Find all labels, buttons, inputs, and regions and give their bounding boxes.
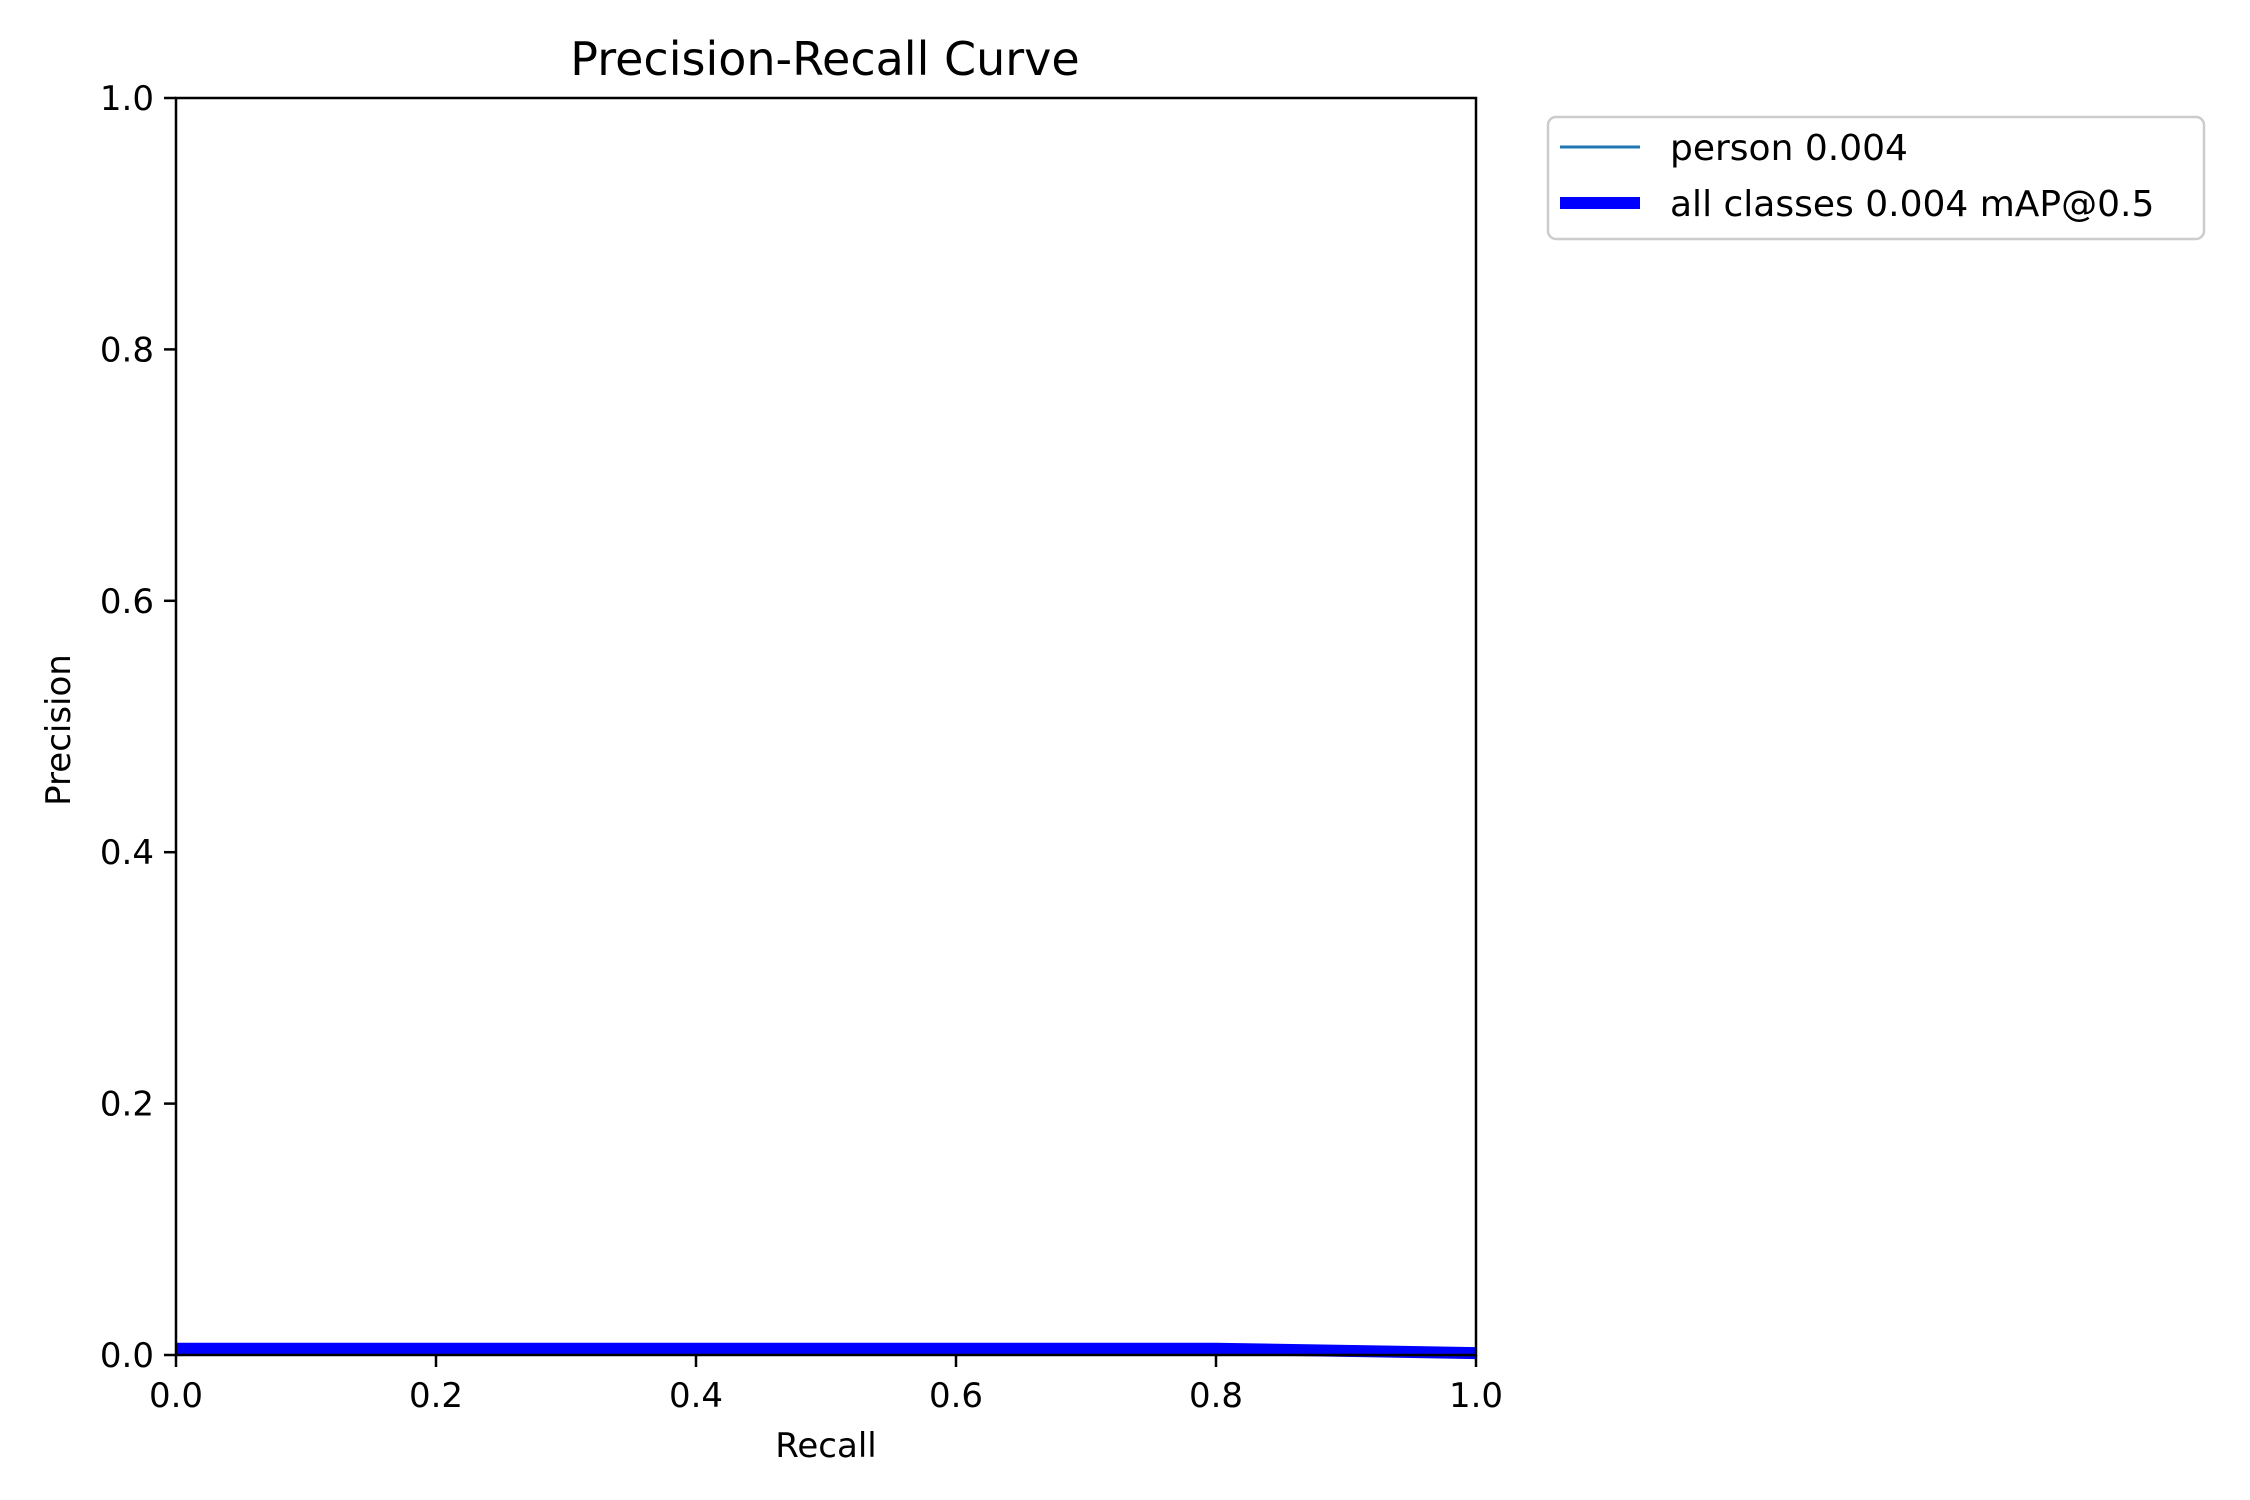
x-axis-label: Recall xyxy=(775,1426,876,1466)
series-line-all-classes xyxy=(176,1342,1477,1360)
y-axis: 0.0 0.2 0.4 0.6 0.8 1.0 xyxy=(100,79,176,1376)
x-tick-label: 0.2 xyxy=(409,1376,463,1416)
x-tick-label: 0.0 xyxy=(149,1376,203,1416)
series-layer xyxy=(176,1342,1477,1360)
legend-label: person 0.004 xyxy=(1670,128,1908,169)
x-axis: 0.0 0.2 0.4 0.6 0.8 1.0 xyxy=(149,1355,1503,1416)
legend-label: all classes 0.004 mAP@0.5 xyxy=(1670,184,2154,225)
y-tick-label: 0.8 xyxy=(100,330,154,370)
y-tick-label: 0.0 xyxy=(100,1336,154,1376)
plot-frame xyxy=(174,96,1478,1357)
y-tick-label: 1.0 xyxy=(100,79,154,119)
chart-title: Precision-Recall Curve xyxy=(570,32,1079,86)
x-tick-label: 0.4 xyxy=(669,1376,723,1416)
y-tick-label: 0.4 xyxy=(100,833,154,873)
x-tick-label: 1.0 xyxy=(1449,1376,1503,1416)
y-tick-label: 0.2 xyxy=(100,1085,154,1125)
y-axis-label: Precision xyxy=(39,654,79,806)
y-tick-label: 0.6 xyxy=(100,582,154,622)
legend-frame xyxy=(1546,115,2206,241)
x-tick-label: 0.6 xyxy=(929,1376,983,1416)
legend: person 0.004 all classes 0.004 mAP@0.5 xyxy=(1546,115,2206,241)
x-tick-label: 0.8 xyxy=(1189,1376,1243,1416)
